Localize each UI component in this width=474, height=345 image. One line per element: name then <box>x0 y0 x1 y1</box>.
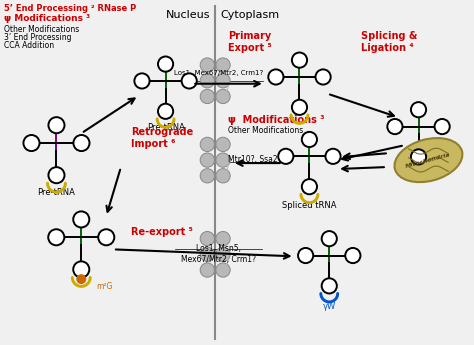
Circle shape <box>216 263 230 277</box>
Circle shape <box>216 58 230 72</box>
Text: Mitochondria: Mitochondria <box>405 152 452 169</box>
Text: Mtr10?, Ssa2: Mtr10?, Ssa2 <box>228 155 278 164</box>
Circle shape <box>322 231 337 246</box>
Circle shape <box>326 149 341 164</box>
Circle shape <box>23 135 39 151</box>
Circle shape <box>302 132 317 147</box>
Text: 3’ End Processing: 3’ End Processing <box>4 33 72 42</box>
Circle shape <box>216 169 230 183</box>
Circle shape <box>73 135 90 151</box>
Circle shape <box>48 167 64 183</box>
Circle shape <box>200 169 214 183</box>
Circle shape <box>216 247 230 262</box>
Text: ψ  Modifications ³: ψ Modifications ³ <box>228 116 325 126</box>
Circle shape <box>435 119 450 134</box>
Circle shape <box>292 52 307 68</box>
Circle shape <box>200 247 214 262</box>
Circle shape <box>302 179 317 194</box>
Circle shape <box>216 73 230 88</box>
Circle shape <box>387 119 402 134</box>
Circle shape <box>182 73 197 89</box>
Circle shape <box>73 262 89 277</box>
Circle shape <box>200 263 214 277</box>
Text: Other Modifications: Other Modifications <box>4 25 79 34</box>
Circle shape <box>316 69 331 85</box>
Circle shape <box>73 211 89 227</box>
Text: Los1, Mex67/Mtr2, Crm1?: Los1, Mex67/Mtr2, Crm1? <box>173 70 263 76</box>
Circle shape <box>345 248 360 263</box>
Text: CCA Addition: CCA Addition <box>4 41 54 50</box>
Circle shape <box>200 137 214 151</box>
Text: Primary
Export ⁵: Primary Export ⁵ <box>228 31 272 53</box>
Circle shape <box>411 149 426 165</box>
Text: Pre-tRNA: Pre-tRNA <box>37 188 75 197</box>
Text: Re-export ⁵: Re-export ⁵ <box>131 227 193 237</box>
Circle shape <box>216 231 230 246</box>
Circle shape <box>158 57 173 72</box>
Circle shape <box>298 248 313 263</box>
Text: Other Modifications: Other Modifications <box>228 126 303 135</box>
Circle shape <box>158 104 173 119</box>
Text: ψ Modifications ³: ψ Modifications ³ <box>4 14 90 23</box>
Text: γW: γW <box>323 302 336 311</box>
Circle shape <box>322 278 337 294</box>
Text: Cytoplasm: Cytoplasm <box>220 10 279 20</box>
Text: Splicing &
Ligation ⁴: Splicing & Ligation ⁴ <box>361 31 418 53</box>
Circle shape <box>216 153 230 167</box>
Circle shape <box>268 69 283 85</box>
Text: m²G: m²G <box>96 282 112 290</box>
Text: Los1, Msn5,
Mex67/Mtr2, Crm1?: Los1, Msn5, Mex67/Mtr2, Crm1? <box>181 244 255 264</box>
Circle shape <box>411 102 426 117</box>
Circle shape <box>76 274 86 284</box>
Circle shape <box>48 117 64 133</box>
Circle shape <box>216 89 230 104</box>
Text: Nucleus: Nucleus <box>166 10 210 20</box>
Circle shape <box>200 73 214 88</box>
Circle shape <box>200 153 214 167</box>
Text: Pre-tRNA: Pre-tRNA <box>146 124 184 132</box>
Circle shape <box>200 231 214 246</box>
Circle shape <box>292 100 307 115</box>
Ellipse shape <box>394 138 463 182</box>
Circle shape <box>278 149 293 164</box>
Text: Spliced tRNA: Spliced tRNA <box>282 201 337 210</box>
Text: 5’ End Processing ² RNase P: 5’ End Processing ² RNase P <box>4 4 136 13</box>
Text: Retrograde
Import ⁶: Retrograde Import ⁶ <box>131 127 193 149</box>
Circle shape <box>216 137 230 151</box>
Circle shape <box>200 89 214 104</box>
Circle shape <box>98 229 114 245</box>
Circle shape <box>48 229 64 245</box>
Circle shape <box>135 73 150 89</box>
Circle shape <box>200 58 214 72</box>
